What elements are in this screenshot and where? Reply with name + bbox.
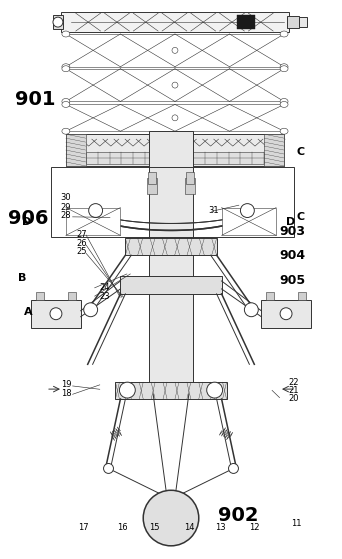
Text: C: C bbox=[297, 147, 305, 157]
Circle shape bbox=[207, 382, 223, 398]
Bar bbox=[264, 134, 284, 166]
Circle shape bbox=[89, 203, 103, 217]
Circle shape bbox=[119, 382, 135, 398]
Bar bbox=[126, 238, 216, 255]
Text: 905: 905 bbox=[279, 274, 306, 287]
Text: 14: 14 bbox=[185, 523, 195, 532]
Bar bbox=[148, 172, 156, 184]
Bar bbox=[147, 178, 157, 194]
Ellipse shape bbox=[62, 31, 70, 37]
Circle shape bbox=[245, 303, 258, 317]
Text: 16: 16 bbox=[117, 523, 127, 532]
Text: 12: 12 bbox=[249, 523, 260, 532]
Bar bbox=[261, 300, 311, 328]
Ellipse shape bbox=[62, 128, 70, 134]
Bar bbox=[185, 178, 195, 194]
Bar bbox=[222, 207, 276, 235]
Text: 904: 904 bbox=[279, 249, 306, 262]
Text: 11: 11 bbox=[291, 519, 302, 528]
Text: 18: 18 bbox=[61, 389, 71, 397]
Text: A: A bbox=[24, 307, 32, 316]
Text: 903: 903 bbox=[279, 225, 305, 238]
Ellipse shape bbox=[280, 66, 288, 72]
Text: 26: 26 bbox=[76, 239, 87, 248]
Circle shape bbox=[104, 463, 114, 473]
Text: 22: 22 bbox=[288, 377, 299, 387]
Ellipse shape bbox=[280, 128, 288, 134]
Text: 30: 30 bbox=[61, 193, 71, 202]
Text: 28: 28 bbox=[61, 211, 71, 220]
Ellipse shape bbox=[62, 66, 70, 72]
Text: 19: 19 bbox=[61, 380, 71, 390]
Bar bbox=[66, 134, 86, 166]
Bar bbox=[299, 17, 307, 27]
Text: D: D bbox=[286, 217, 295, 227]
Bar bbox=[86, 152, 264, 164]
Ellipse shape bbox=[280, 101, 288, 107]
Bar bbox=[149, 131, 193, 394]
Text: 27: 27 bbox=[76, 230, 87, 239]
Bar bbox=[66, 134, 284, 166]
Text: D: D bbox=[22, 217, 31, 227]
Ellipse shape bbox=[280, 64, 288, 70]
Bar bbox=[287, 16, 299, 28]
Bar bbox=[237, 15, 255, 29]
Circle shape bbox=[172, 115, 178, 121]
Bar bbox=[120, 276, 222, 294]
Circle shape bbox=[172, 82, 178, 88]
Circle shape bbox=[50, 308, 62, 320]
Bar bbox=[116, 382, 226, 399]
Circle shape bbox=[280, 308, 292, 320]
Circle shape bbox=[172, 48, 178, 53]
Ellipse shape bbox=[62, 101, 70, 107]
Text: 25: 25 bbox=[76, 247, 87, 256]
Text: 906: 906 bbox=[8, 209, 49, 228]
Bar bbox=[186, 172, 194, 184]
Text: 20: 20 bbox=[288, 394, 299, 403]
Circle shape bbox=[228, 463, 238, 473]
Text: 23: 23 bbox=[100, 292, 110, 301]
Text: 31: 31 bbox=[208, 206, 219, 215]
Bar bbox=[51, 167, 294, 238]
Text: 901: 901 bbox=[15, 90, 55, 109]
Circle shape bbox=[143, 490, 199, 546]
Bar bbox=[298, 292, 306, 300]
Bar bbox=[68, 292, 76, 300]
Bar bbox=[53, 15, 63, 29]
Bar bbox=[61, 12, 289, 32]
Circle shape bbox=[84, 303, 97, 317]
Text: B: B bbox=[18, 273, 27, 283]
Text: 24: 24 bbox=[100, 283, 110, 292]
Text: 17: 17 bbox=[78, 523, 88, 532]
Text: 13: 13 bbox=[215, 523, 226, 532]
Ellipse shape bbox=[280, 31, 288, 37]
Circle shape bbox=[53, 17, 63, 27]
Ellipse shape bbox=[62, 98, 70, 105]
Text: C: C bbox=[297, 212, 305, 222]
Text: 21: 21 bbox=[288, 386, 299, 395]
Text: 29: 29 bbox=[61, 203, 71, 212]
Ellipse shape bbox=[62, 64, 70, 70]
Bar bbox=[266, 292, 274, 300]
Text: 15: 15 bbox=[149, 523, 159, 532]
Circle shape bbox=[240, 203, 254, 217]
Bar bbox=[36, 292, 44, 300]
Bar bbox=[31, 300, 81, 328]
Text: 902: 902 bbox=[219, 506, 259, 525]
Bar bbox=[66, 207, 120, 235]
Ellipse shape bbox=[280, 98, 288, 105]
